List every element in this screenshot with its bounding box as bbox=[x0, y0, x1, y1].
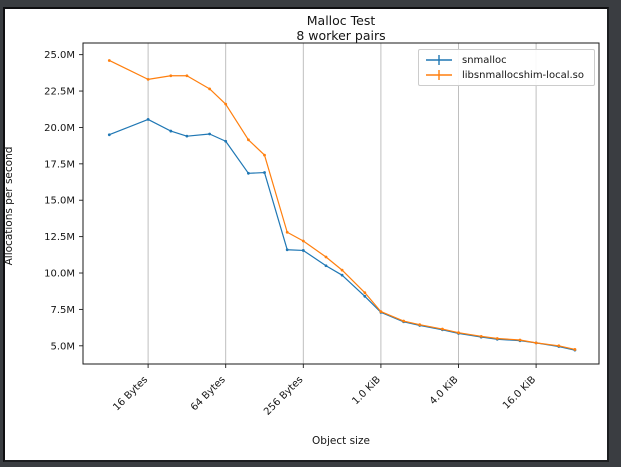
x-tick-label: 16.0 KiB bbox=[501, 374, 538, 411]
series-point-libsnmallocshim-local.so bbox=[107, 59, 111, 62]
series-point-snmalloc bbox=[224, 139, 228, 143]
x-tick-label: 256 Bytes bbox=[262, 374, 305, 417]
series-point-libsnmallocshim-local.so bbox=[340, 268, 344, 272]
chart-title: Malloc Test bbox=[306, 13, 376, 28]
y-tick-label: 22.5M bbox=[44, 87, 75, 98]
series-point-libsnmallocshim-local.so bbox=[418, 323, 422, 327]
series-point-libsnmallocshim-local.so bbox=[263, 153, 266, 157]
y-tick-label: 25.0M bbox=[44, 50, 75, 61]
series-line-snmalloc bbox=[109, 118, 576, 351]
series-point-libsnmallocshim-local.so bbox=[440, 327, 444, 331]
series-point-snmalloc bbox=[185, 134, 189, 138]
series-point-snmalloc bbox=[340, 273, 344, 277]
series-point-snmalloc bbox=[247, 171, 250, 175]
y-tick-label: 5.0M bbox=[50, 341, 75, 352]
y-tick-label: 17.5M bbox=[44, 159, 75, 170]
x-axis-label: Object size bbox=[312, 435, 370, 447]
series-point-snmalloc bbox=[324, 264, 328, 268]
series-point-libsnmallocshim-local.so bbox=[324, 255, 328, 259]
legend: snmalloc libsnmallocshim-local.so bbox=[418, 49, 595, 86]
series-point-libsnmallocshim-local.so bbox=[224, 102, 228, 106]
x-tick-label: 4.0 KiB bbox=[428, 374, 461, 407]
x-tick-label: 1.0 KiB bbox=[350, 374, 383, 407]
plot-spines bbox=[82, 42, 600, 365]
series-point-libsnmallocshim-local.so bbox=[185, 74, 189, 78]
series-point-libsnmallocshim-local.so bbox=[457, 331, 460, 335]
series-point-snmalloc bbox=[107, 133, 111, 137]
series-point-libsnmallocshim-local.so bbox=[402, 319, 405, 323]
series-point-libsnmallocshim-local.so bbox=[301, 239, 305, 243]
series-point-libsnmallocshim-local.so bbox=[379, 310, 383, 313]
series-point-libsnmallocshim-local.so bbox=[518, 338, 522, 342]
figure-canvas: Malloc Test 8 worker pairs 16 Bytes 64 By… bbox=[3, 7, 609, 462]
series-point-snmalloc bbox=[146, 118, 150, 121]
series-point-libsnmallocshim-local.so bbox=[146, 77, 150, 81]
legend-marker-snmalloc-errorbar-icon bbox=[426, 55, 452, 65]
series-point-libsnmallocshim-local.so bbox=[495, 337, 499, 340]
legend-label-libsnmallocshim: libsnmallocshim-local.so bbox=[462, 69, 584, 81]
series-point-snmalloc bbox=[169, 129, 173, 133]
legend-entry-snmalloc: snmalloc bbox=[425, 54, 587, 66]
chart-subtitle: 8 worker pairs bbox=[296, 28, 386, 43]
x-tick-label: 64 Bytes bbox=[189, 374, 228, 413]
y-tick-label: 10.0M bbox=[44, 269, 75, 280]
series-point-libsnmallocshim-local.so bbox=[363, 291, 367, 295]
series-point-libsnmallocshim-local.so bbox=[169, 74, 173, 78]
series-point-snmalloc bbox=[285, 248, 289, 252]
legend-label-snmalloc: snmalloc bbox=[462, 54, 507, 66]
series-point-libsnmallocshim-local.so bbox=[557, 344, 561, 348]
series-point-libsnmallocshim-local.so bbox=[247, 138, 250, 142]
y-tick-label: 20.0M bbox=[44, 123, 75, 134]
x-tick-label: 16 Bytes bbox=[111, 374, 150, 413]
series-line-libsnmallocshim-local.so bbox=[109, 59, 576, 351]
malloc-chart: 16 Bytes 64 Bytes 256 Bytes 1.0 KiB 4.0 KiB 1… bbox=[44, 42, 600, 418]
series-point-snmalloc bbox=[208, 132, 212, 136]
y-tick-label: 12.5M bbox=[44, 232, 75, 243]
legend-entry-libsnmallocshim: libsnmallocshim-local.so bbox=[425, 69, 587, 81]
series-point-libsnmallocshim-local.so bbox=[208, 87, 212, 91]
series-point-libsnmallocshim-local.so bbox=[573, 348, 577, 351]
y-tick-label: 15.0M bbox=[44, 196, 75, 207]
series-point-snmalloc bbox=[301, 249, 305, 252]
series-point-snmalloc bbox=[263, 171, 266, 174]
series-point-libsnmallocshim-local.so bbox=[285, 230, 289, 234]
series-point-snmalloc bbox=[363, 294, 367, 298]
legend-marker-libsnmallocshim-errorbar-icon bbox=[426, 70, 452, 80]
series-point-libsnmallocshim-local.so bbox=[534, 341, 538, 345]
series-point-libsnmallocshim-local.so bbox=[479, 334, 483, 338]
y-tick-label: 7.5M bbox=[50, 305, 75, 316]
